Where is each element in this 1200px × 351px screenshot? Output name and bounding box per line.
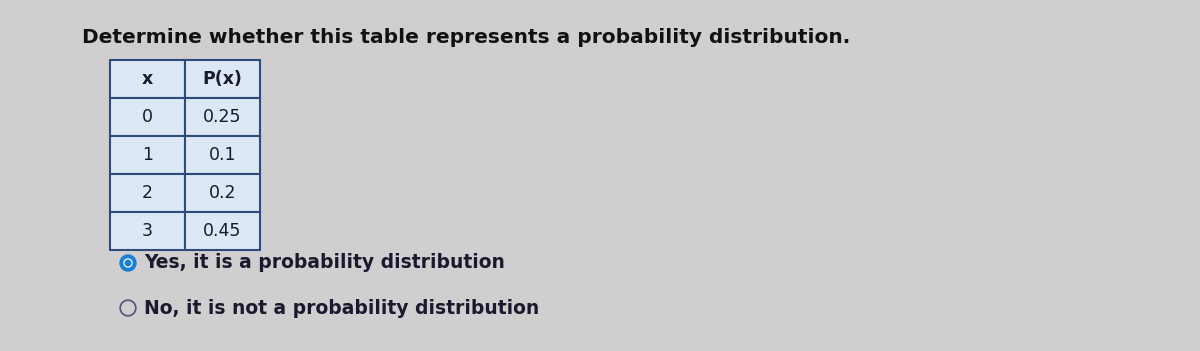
Text: 0: 0: [142, 108, 154, 126]
Bar: [185, 212, 260, 250]
Text: Determine whether this table represents a probability distribution.: Determine whether this table represents …: [82, 28, 851, 47]
Text: No, it is not a probability distribution: No, it is not a probability distribution: [144, 298, 539, 318]
Bar: [110, 98, 185, 136]
Text: P(x): P(x): [203, 70, 242, 88]
Bar: [185, 60, 260, 98]
Circle shape: [120, 255, 136, 271]
Text: 3: 3: [142, 222, 154, 240]
Bar: [185, 136, 260, 174]
Bar: [185, 174, 260, 212]
Text: Yes, it is a probability distribution: Yes, it is a probability distribution: [144, 253, 505, 272]
Bar: [110, 60, 185, 98]
Text: 0.25: 0.25: [203, 108, 241, 126]
Text: x: x: [142, 70, 154, 88]
Circle shape: [125, 260, 131, 266]
Circle shape: [124, 259, 132, 267]
Bar: [110, 136, 185, 174]
Text: 0.2: 0.2: [209, 184, 236, 202]
Circle shape: [121, 302, 134, 314]
Text: 1: 1: [142, 146, 154, 164]
Bar: [110, 174, 185, 212]
Text: 0.1: 0.1: [209, 146, 236, 164]
Text: 2: 2: [142, 184, 154, 202]
Bar: [185, 98, 260, 136]
Circle shape: [120, 300, 136, 316]
Bar: [110, 212, 185, 250]
Text: 0.45: 0.45: [203, 222, 241, 240]
